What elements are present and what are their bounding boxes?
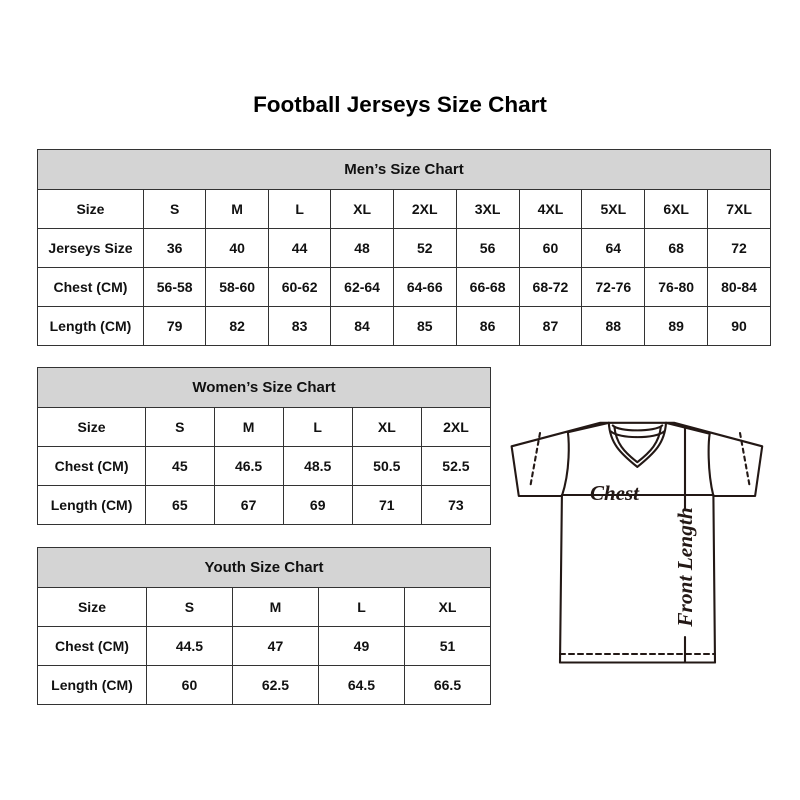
svg-text:Front Length: Front Length xyxy=(673,507,697,627)
svg-text:Chest: Chest xyxy=(590,481,640,505)
